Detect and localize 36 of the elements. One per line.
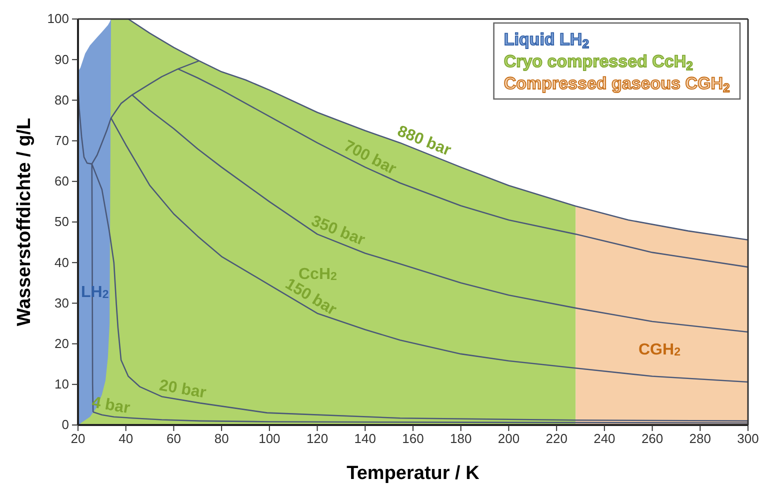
text: Liquid LH$_{2}$: [504, 30, 590, 51]
y-tick-label: 10: [54, 376, 69, 392]
y-tick-label: 80: [54, 92, 69, 108]
x-tick-label: 260: [641, 431, 664, 446]
annotation: 20 bar: [158, 376, 208, 402]
y-tick-label: 20: [54, 336, 69, 351]
x-tick-label: 240: [594, 431, 616, 446]
annotation: CGH$_{2}$: [638, 340, 680, 358]
y-tick-label: 0: [62, 417, 69, 432]
x-tick-label: 220: [546, 431, 568, 446]
x-axis-title: Temperatur / K: [346, 463, 480, 484]
x-tick-label: 140: [354, 431, 376, 446]
annotation: 350 bar: [308, 212, 368, 249]
y-tick-label: 70: [54, 132, 69, 148]
x-tick-label: 40: [118, 431, 134, 446]
x-tick-label: 60: [166, 431, 181, 446]
y-tick-label: 50: [54, 214, 69, 230]
annotation: 4 bar: [90, 394, 132, 417]
y-tick-label: 40: [54, 254, 69, 270]
text: Compressed gaseous CGH$_{2}$: [504, 74, 730, 95]
x-tick-label: 160: [402, 431, 424, 446]
text: Cryo compressed CcH$_{2}$: [504, 52, 694, 73]
y-tick-label: 90: [54, 52, 69, 67]
x-tick-label: 120: [306, 431, 328, 446]
y-tick-label: 100: [47, 11, 69, 26]
x-tick-label: 280: [689, 431, 711, 446]
y-axis-title: Wasserstoffdichte / g/L: [14, 117, 35, 326]
x-tick-label: 100: [258, 431, 280, 446]
x-tick-label: 80: [214, 431, 229, 446]
annotation: CcH$_{2}$: [298, 265, 337, 283]
y-tick-label: 60: [54, 174, 69, 189]
x-tick-label: 200: [498, 431, 520, 446]
y-tick-label: 30: [54, 295, 69, 310]
x-tick-label: 20: [70, 431, 86, 446]
x-tick-label: 300: [737, 431, 759, 446]
x-tick-label: 180: [450, 431, 472, 446]
